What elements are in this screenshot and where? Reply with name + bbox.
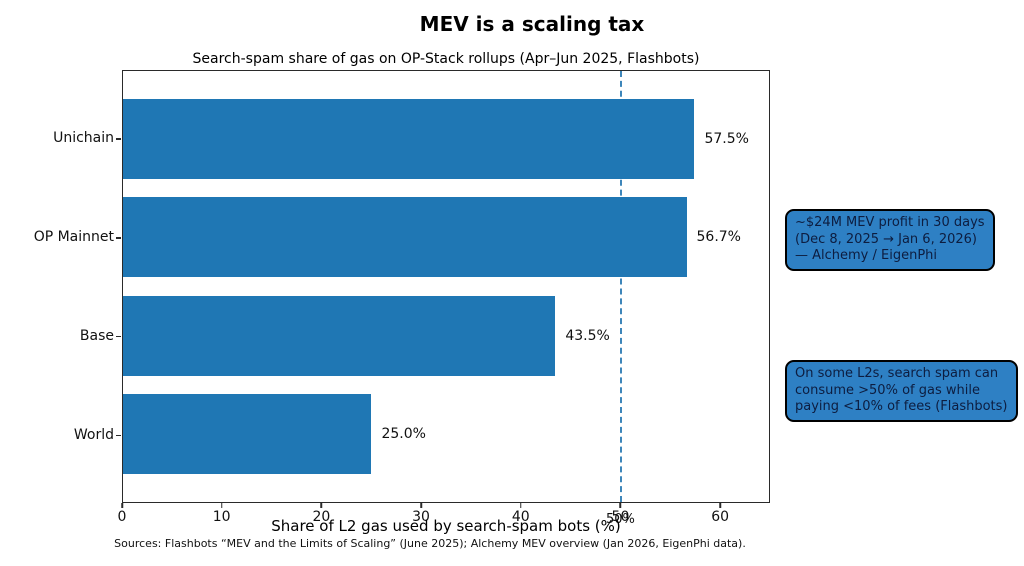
chart-subtitle: Search-spam share of gas on OP-Stack rol… [192,51,700,67]
y-tick-mark [116,335,121,338]
x-axis-label: Share of L2 gas used by search-spam bots… [271,517,621,535]
x-tick-mark [420,503,422,508]
y-tick-mark [116,138,121,140]
annotation-search-spam: On some L2s, search spam can consume >50… [785,360,1018,422]
y-label-row-world: World [0,385,121,484]
bar-unichain [123,99,695,180]
x-tick-mark [719,503,721,508]
bar-value-label: 56.7% [696,229,741,246]
chart-title: MEV is a scaling tax [419,12,645,36]
x-tick-label: 10 [212,509,231,525]
bar-value-label: 43.5% [565,327,610,344]
bar-value-label: 25.0% [381,425,426,442]
y-tick-label: Base [79,327,114,344]
x-tick-label: 50 [611,509,630,525]
bars-container: 57.5% 56.7% 43.5% 25.0% [123,71,769,502]
bar-row-unichain: 57.5% [123,90,769,188]
y-tick-label: OP Mainnet [33,229,114,246]
y-label-row-base: Base [0,287,121,386]
x-tick-mark [320,503,323,508]
x-tick-label: 40 [511,509,530,525]
bar-world [123,393,372,474]
bar-row-op-mainnet: 56.7% [123,188,769,286]
bar-op-mainnet [123,197,687,278]
x-tick-label: 30 [412,509,430,525]
plot-area: 57.5% 56.7% 43.5% 25.0% [122,70,770,503]
sources-note: Sources: Flashbots “MEV and the Limits o… [114,537,746,550]
y-tick-label: Unichain [53,130,114,147]
annotation-mev-profit: ~$24M MEV profit in 30 days (Dec 8, 2025… [785,209,995,271]
x-tick-mark [121,503,123,508]
bar-value-label: 57.5% [704,131,749,148]
x-tick-label: 60 [711,509,730,525]
bar-row-world: 25.0% [123,385,769,483]
x-tick-mark [520,503,522,508]
y-tick-mark [116,237,121,239]
x-tick-mark [619,503,622,508]
y-tick-mark [116,434,121,437]
bar-row-base: 43.5% [123,287,769,385]
y-label-row-op-mainnet: OP Mainnet [0,188,121,287]
reference-line-label: 50% [606,512,635,527]
x-tick-mark [220,503,223,508]
y-tick-label: World [73,426,114,443]
reference-line-50pct [619,71,622,502]
x-tick-label: 0 [117,509,127,525]
y-axis-labels: Unichain OP Mainnet Base World [0,70,121,503]
x-tick-label: 20 [312,509,331,525]
y-label-row-unichain: Unichain [0,89,121,188]
bar-base [123,295,556,376]
